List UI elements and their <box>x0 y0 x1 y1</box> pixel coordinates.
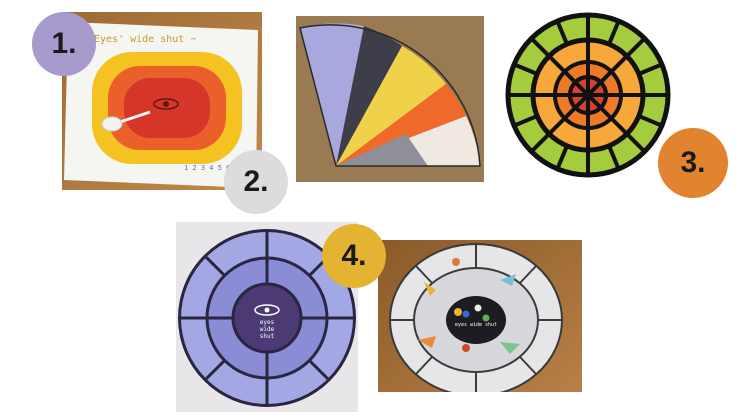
center-text-line2: wide <box>260 326 275 333</box>
eye-icon <box>153 98 179 110</box>
eye-icon <box>254 304 280 316</box>
dark-wedge <box>336 26 402 166</box>
fan-segment <box>299 23 481 167</box>
grey-wedge <box>336 134 428 166</box>
piece-orange <box>452 258 460 266</box>
piece-yellow <box>454 308 462 316</box>
badge-4: 4. <box>322 224 386 288</box>
badge-3-label: 3. <box>680 146 706 179</box>
arrow-orange <box>418 336 436 348</box>
center-black <box>446 296 506 344</box>
orange-wedge <box>336 84 466 166</box>
board-dividers <box>390 244 562 392</box>
piece-white <box>474 304 482 312</box>
game-piece-stick <box>119 110 151 124</box>
board-diagram <box>505 12 671 178</box>
badge-2-label: 2. <box>243 165 269 198</box>
handwritten-footer: 1 2 3 4 5 6 <box>184 164 230 172</box>
lavender-wedge <box>300 23 364 167</box>
game-piece <box>101 116 123 132</box>
arrow-blue <box>500 274 516 286</box>
arrow-green <box>500 342 520 354</box>
badge-2: 2. <box>224 150 288 214</box>
handwritten-title: Eyes' wide shut ~ <box>94 34 196 45</box>
center-circle <box>231 282 303 354</box>
photo-white-board: eyes wide shut <box>378 240 582 392</box>
badge-1-label: 1. <box>51 27 77 60</box>
red-center <box>124 78 210 138</box>
photo-cardboard-segment <box>296 16 484 182</box>
middle-dividers <box>207 258 327 378</box>
badge-1: 1. <box>32 12 96 76</box>
piece-blue <box>462 310 470 318</box>
center-text: eyes wide shut <box>455 322 497 328</box>
outer-dividers <box>513 20 663 170</box>
center-text-line3: shut <box>260 333 275 340</box>
photo-paper-board: Eyes' wide shut ~ 1 2 3 4 5 6 <box>62 12 262 190</box>
yellow-wedge <box>336 46 446 166</box>
center-text-line1: eyes <box>260 319 275 326</box>
badge-3: 3. <box>658 128 728 198</box>
piece-red <box>462 344 470 352</box>
piece-green <box>482 314 490 322</box>
badge-4-label: 4. <box>341 239 367 272</box>
dividers <box>508 15 668 175</box>
arrow-yellow <box>424 282 436 296</box>
